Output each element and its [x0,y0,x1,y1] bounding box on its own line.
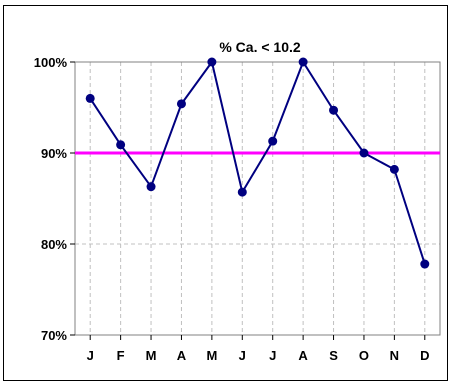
plot-area [74,61,441,336]
data-point [420,259,430,269]
chart-title: % Ca. < 10.2 [219,39,301,55]
y-tick-label: 90% [41,146,67,161]
data-point [389,164,399,174]
x-tick-label: S [329,348,338,363]
data-point [359,148,369,158]
y-axis: 70% 80% 90% 100% [34,55,75,343]
data-point [116,140,126,150]
x-tick-label: M [206,348,217,363]
data-point [207,57,217,67]
x-tick-label: F [117,348,125,363]
data-point [237,187,247,197]
grid [75,62,440,335]
x-tick-label: O [359,348,369,363]
x-tick-label: J [239,348,246,363]
y-tick-label: 70% [41,328,67,343]
y-tick-label: 80% [41,237,67,252]
x-tick-label: M [146,348,157,363]
data-point [268,136,278,146]
x-tick-label: A [177,348,187,363]
x-tick-label: A [298,348,308,363]
data-point [176,99,186,109]
x-tick-label: J [87,348,94,363]
data-point [85,93,95,103]
series-line [89,59,426,265]
x-tick-label: D [420,348,429,363]
x-tick-label: N [390,348,399,363]
plot-border [74,61,441,336]
x-tick-label: J [269,348,276,363]
y-tick-label: 100% [34,55,68,70]
data-point [329,105,339,115]
data-point [298,57,308,67]
data-point [146,182,156,192]
series-group [85,57,430,269]
chart-frame [3,5,448,381]
